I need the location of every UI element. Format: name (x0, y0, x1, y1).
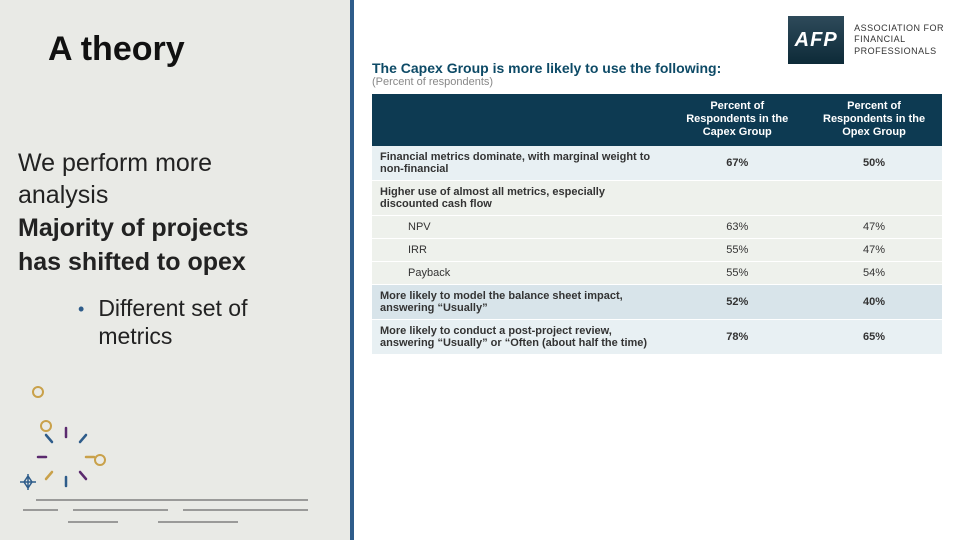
table-row: Higher use of almost all metrics, especi… (372, 180, 942, 215)
bullet-1a: Different set of (98, 295, 247, 323)
table-row: Payback55%54% (372, 261, 942, 284)
table-cell-opex (806, 180, 942, 215)
table-row: More likely to conduct a post-project re… (372, 319, 942, 354)
table-row: NPV63%47% (372, 215, 942, 238)
decorative-sunburst-icon (8, 372, 328, 532)
brand-sub: Association for Financial Professionals (854, 23, 944, 57)
slide-title: A theory (18, 24, 332, 69)
table-cell-label: NPV (372, 215, 668, 238)
table-cell-label: Higher use of almost all metrics, especi… (372, 180, 668, 215)
table-body: Financial metrics dominate, with margina… (372, 146, 942, 355)
body-line-2: analysis (18, 181, 332, 211)
body-line-1: We perform more (18, 149, 332, 179)
table-wrap: The Capex Group is more likely to use th… (372, 60, 942, 355)
bullet-1b: metrics (98, 323, 247, 351)
table-subtitle: (Percent of respondents) (372, 76, 942, 88)
table-cell-capex: 52% (668, 284, 806, 319)
bullet-1: • Different set of metrics (18, 295, 332, 350)
table-cell-opex: 47% (806, 215, 942, 238)
slide: A theory We perform more analysis Majori… (0, 0, 960, 540)
table-cell-opex: 65% (806, 319, 942, 354)
body-line-3: Majority of projects (18, 214, 332, 244)
metrics-table: Percent of Respondents in the Capex Grou… (372, 94, 942, 355)
brand-sub-3: Professionals (854, 46, 944, 57)
table-cell-opex: 54% (806, 261, 942, 284)
brand-logo-text: AFP (795, 29, 838, 52)
table-cell-label: More likely to model the balance sheet i… (372, 284, 668, 319)
table-row: Financial metrics dominate, with margina… (372, 146, 942, 181)
table-cell-label: Payback (372, 261, 668, 284)
table-col-2: Percent of Respondents in the Opex Group (806, 94, 942, 146)
table-col-0 (372, 94, 668, 146)
bullet-text-wrap: Different set of metrics (98, 295, 247, 350)
table-cell-capex: 55% (668, 261, 806, 284)
table-header-row: Percent of Respondents in the Capex Grou… (372, 94, 942, 146)
table-cell-capex: 63% (668, 215, 806, 238)
table-cell-opex: 40% (806, 284, 942, 319)
table-cell-label: IRR (372, 238, 668, 261)
brand-sub-1: Association for (854, 23, 944, 34)
brand-sub-2: Financial (854, 34, 944, 45)
table-row: IRR55%47% (372, 238, 942, 261)
body-line-4: has shifted to opex (18, 248, 332, 278)
table-cell-opex: 47% (806, 238, 942, 261)
table-row: More likely to model the balance sheet i… (372, 284, 942, 319)
table-cell-capex (668, 180, 806, 215)
body-text: We perform more analysis Majority of pro… (18, 149, 332, 350)
right-pane: AFP Association for Financial Profession… (350, 0, 960, 540)
brand-logo-icon: AFP (788, 16, 844, 64)
table-cell-capex: 55% (668, 238, 806, 261)
table-cell-label: Financial metrics dominate, with margina… (372, 146, 668, 181)
table-cell-capex: 67% (668, 146, 806, 181)
table-cell-label: More likely to conduct a post-project re… (372, 319, 668, 354)
left-pane: A theory We perform more analysis Majori… (0, 0, 350, 540)
bullet-marker-icon: • (78, 295, 84, 323)
table-cell-opex: 50% (806, 146, 942, 181)
brand-block: AFP Association for Financial Profession… (788, 16, 944, 64)
table-col-1: Percent of Respondents in the Capex Grou… (668, 94, 806, 146)
table-cell-capex: 78% (668, 319, 806, 354)
